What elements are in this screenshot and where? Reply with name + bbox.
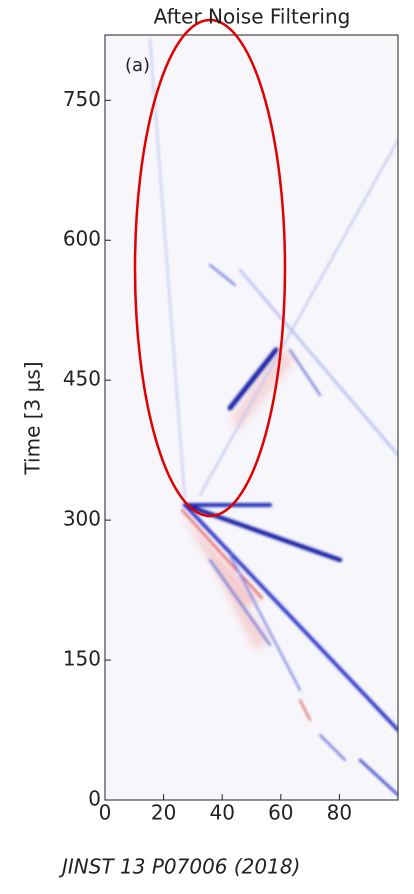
x-tick-label: 0 — [99, 801, 112, 825]
y-tick-label: 750 — [63, 87, 101, 111]
y-tick-label: 300 — [63, 507, 101, 531]
event-display — [105, 35, 398, 800]
x-tick-label: 40 — [209, 801, 234, 825]
y-tick-label: 150 — [63, 647, 101, 671]
caption: JINST 13 P07006 (2018) — [58, 855, 300, 879]
x-tick-label: 20 — [151, 801, 176, 825]
plot-frame — [104, 34, 399, 801]
y-tick-label: 0 — [88, 787, 101, 811]
chart-title: After Noise Filtering — [154, 5, 351, 29]
panel-label: (a) — [125, 55, 150, 76]
y-tick-label: 600 — [63, 227, 101, 251]
x-tick-label: 80 — [327, 801, 352, 825]
y-axis-label: Time [3 μs] — [21, 361, 45, 475]
y-tick-label: 450 — [63, 367, 101, 391]
x-tick-label: 60 — [268, 801, 293, 825]
highlight-ellipse — [133, 18, 287, 518]
